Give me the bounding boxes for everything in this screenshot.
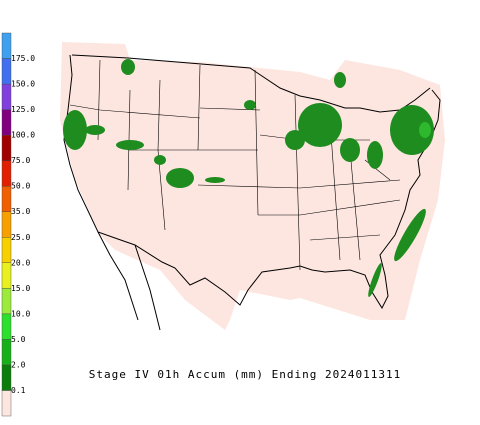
legend-swatch — [1, 364, 12, 391]
legend-swatch — [1, 58, 12, 85]
legend-label: 50.0 — [11, 182, 30, 191]
legend-swatch — [1, 160, 12, 187]
coastline — [63, 54, 441, 310]
legend-label: 150.0 — [11, 80, 35, 89]
map-title: Stage IV 01h Accum (mm) Ending 202401131… — [89, 368, 402, 381]
legend-swatch — [1, 109, 12, 136]
legend-swatch — [1, 134, 12, 161]
legend-label: 10.0 — [11, 309, 30, 318]
legend: 0.1 2.0 5.0 10.0 15.0 20.0 25.0 35.0 50.0 75.0 100… — [1, 32, 35, 417]
baja-coast — [97, 231, 161, 331]
legend-swatch — [1, 262, 12, 289]
legend-label: 15.0 — [11, 284, 30, 293]
legend-label: 100.0 — [11, 131, 35, 140]
legend-label: 25.0 — [11, 233, 30, 242]
legend-label: 175.0 — [11, 54, 35, 63]
legend-label: 0.1 — [11, 386, 26, 395]
legend-swatch — [1, 237, 12, 263]
legend-swatch — [1, 32, 12, 59]
legend-label: 5.0 — [11, 335, 26, 344]
precip-areas — [63, 59, 434, 297]
legend-label: 35.0 — [11, 207, 30, 216]
legend-swatch — [1, 185, 12, 212]
legend-swatch — [1, 288, 12, 315]
legend-swatch — [1, 211, 12, 238]
legend-label: 20.0 — [11, 258, 30, 267]
legend-label: 75.0 — [11, 156, 30, 165]
state-lines — [69, 59, 401, 271]
legend-label: 125.0 — [11, 105, 35, 114]
legend-swatch — [1, 339, 12, 366]
legend-swatch — [1, 83, 12, 110]
legend-label: 2.0 — [11, 360, 26, 369]
legend-swatch — [1, 313, 12, 340]
legend-swatch — [1, 390, 12, 417]
